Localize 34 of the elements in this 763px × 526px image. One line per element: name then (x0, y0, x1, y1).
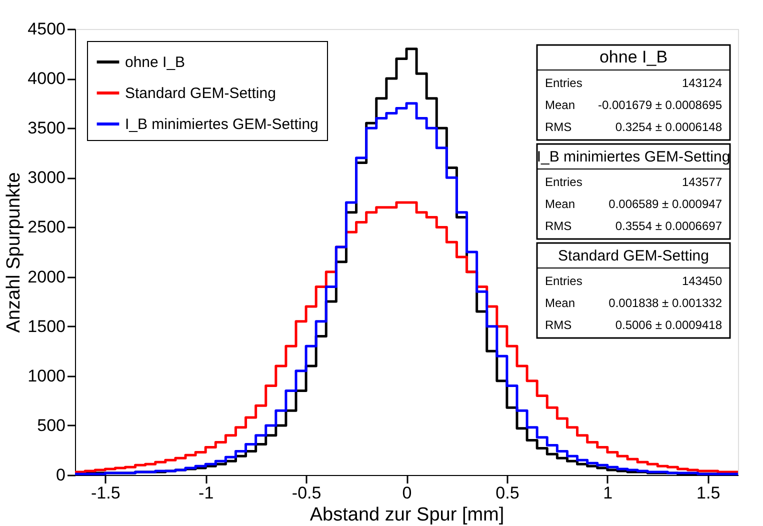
x-tick-label: 0.5 (496, 484, 520, 502)
annotation: I_B minimiertes GEM-Setting (536, 148, 730, 166)
x-tick-label: -1.5 (90, 484, 120, 502)
y-tick-label: 0 (56, 466, 66, 484)
y-tick-label: 1000 (28, 366, 66, 386)
x-tick-label: 1 (603, 484, 613, 502)
y-tick-label: 500 (37, 416, 66, 435)
text: Mean 0.001838 ± 0.001332 (545, 296, 722, 310)
y-tick-label: 2500 (28, 218, 66, 237)
legend-label: ohne I_B (125, 54, 186, 71)
text: RMS 0.3254 ± 0.0006148 (545, 120, 722, 134)
x-tick-label: -0.5 (292, 484, 322, 502)
text: Entries 143450 (545, 274, 722, 288)
y-tick-label: 3500 (28, 118, 66, 138)
y-axis-title: Anzahl Spurpunkte (4, 172, 25, 333)
text: Mean 0.006589 ± 0.000947 (545, 197, 722, 211)
text: Entries 143124 (545, 76, 722, 90)
annotation: Standard GEM-Setting (558, 248, 709, 264)
x-axis-title: Abstand zur Spur [mm] (310, 504, 504, 526)
y-tick-label: 1500 (28, 316, 66, 336)
annotation: ohne I_B (599, 48, 668, 66)
x-tick-label: 1.5 (696, 484, 720, 502)
y-tick-label: 4000 (28, 69, 66, 88)
y-tick-label: 4500 (28, 20, 66, 38)
text: RMS 0.5006 ± 0.0009418 (545, 318, 722, 332)
text: Entries 143577 (545, 175, 722, 189)
y-tick-label: 2000 (28, 267, 66, 286)
x-tick-label: -1 (198, 484, 214, 502)
legend-label: I_B minimiertes GEM-Setting (125, 116, 318, 133)
y-tick-label: 3000 (28, 168, 66, 188)
legend-label: Standard GEM-Setting (125, 85, 276, 102)
text: Mean -0.001679 ± 0.0008695 (545, 98, 722, 112)
x-tick-label: 0 (402, 484, 412, 502)
text: RMS 0.3554 ± 0.0006697 (545, 219, 722, 233)
